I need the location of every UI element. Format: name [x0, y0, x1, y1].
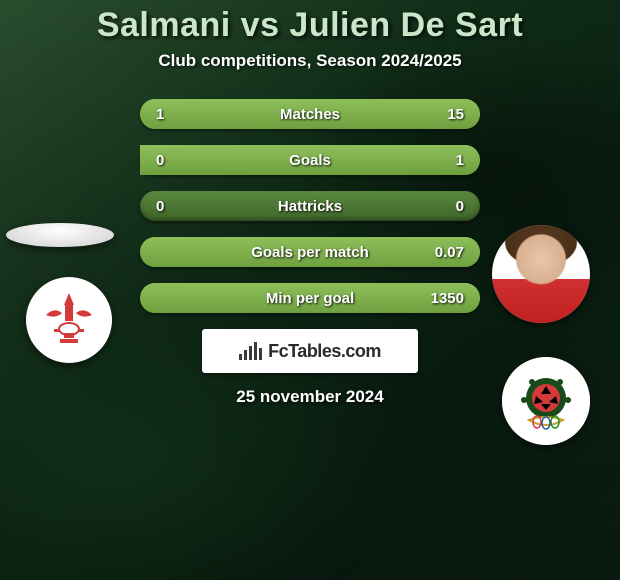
comparison-card: Salmani vs Julien De Sart Club competiti…: [0, 0, 620, 580]
stat-value-left: 0: [156, 198, 164, 215]
page-title: Salmani vs Julien De Sart: [0, 6, 620, 45]
stat-value-right: 1350: [431, 290, 464, 307]
stat-value-left: 1: [156, 106, 164, 123]
stat-value-right: 0: [456, 198, 464, 215]
club-emblem-1-icon: [34, 285, 104, 355]
stat-label: Goals: [289, 152, 331, 169]
brand-bar: [254, 342, 257, 360]
stat-value-right: 1: [456, 152, 464, 169]
stat-value-right: 15: [447, 106, 464, 123]
stat-row: Min per goal 1350: [140, 283, 480, 313]
club-emblem-2-icon: [509, 364, 583, 438]
stat-row: 0 Goals 1: [140, 145, 480, 175]
branding-text: FcTables.com: [268, 341, 381, 362]
stat-label: Min per goal: [266, 290, 354, 307]
stat-value-right: 0.07: [435, 244, 464, 261]
player-1-avatar: [6, 223, 114, 247]
stat-label: Hattricks: [278, 198, 342, 215]
player-2-avatar: [492, 225, 590, 323]
stat-label: Matches: [280, 106, 340, 123]
stat-row: Goals per match 0.07: [140, 237, 480, 267]
chart-bars-icon: [239, 342, 262, 360]
stat-row: 1 Matches 15: [140, 99, 480, 129]
stat-value-left: 0: [156, 152, 164, 169]
brand-bar: [259, 348, 262, 360]
fctables-badge: FcTables.com: [202, 329, 418, 373]
brand-bar: [249, 346, 252, 360]
stats-area: 1 Matches 15 0 Goals 1 0 Hattricks 0 Goals per ma…: [0, 99, 620, 313]
subtitle: Club competitions, Season 2024/2025: [0, 51, 620, 71]
player-2-face-icon: [492, 225, 590, 323]
brand-bar: [244, 350, 247, 360]
brand-bar: [239, 354, 242, 360]
player-1-club-badge: [26, 277, 112, 363]
stat-row: 0 Hattricks 0: [140, 191, 480, 221]
stat-label: Goals per match: [251, 244, 369, 261]
player-2-club-badge: [502, 357, 590, 445]
